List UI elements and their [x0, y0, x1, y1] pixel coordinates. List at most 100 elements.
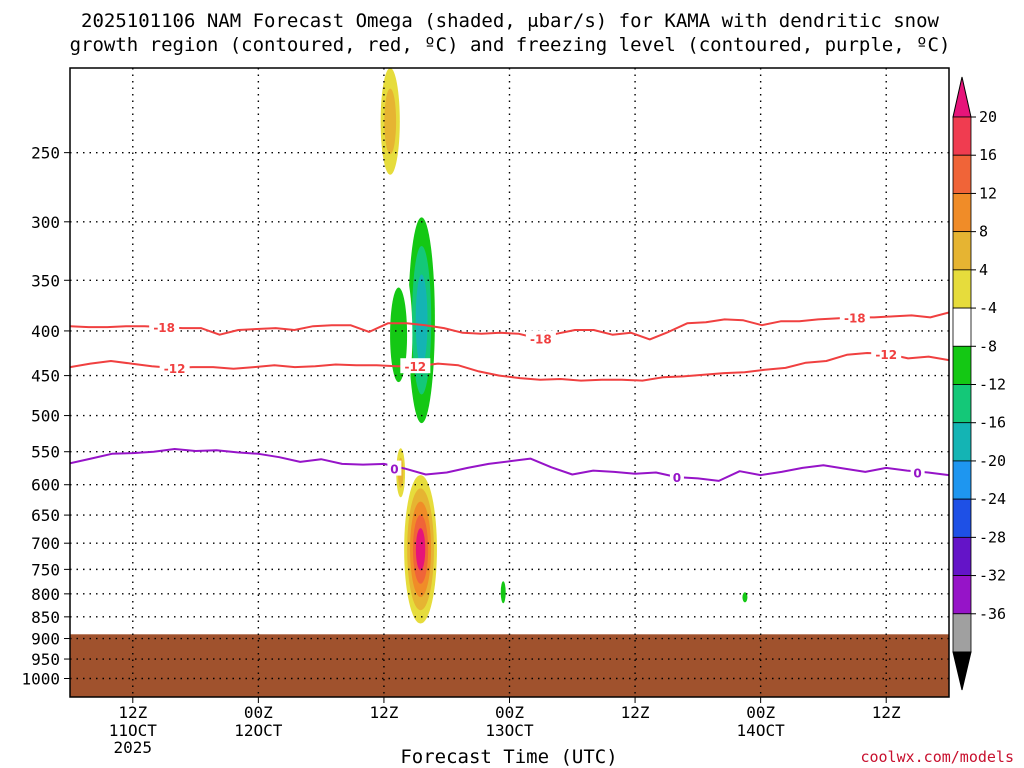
contour-label-bg--12-0	[159, 359, 190, 375]
contour-label-0-0: 0	[390, 463, 398, 477]
contour-label-bg--12-2	[871, 345, 902, 361]
contour--12	[70, 352, 949, 382]
x-axis-label: Forecast Time (UTC)	[400, 746, 617, 768]
y-tick-label-850: 850	[31, 608, 60, 627]
x-tick-date-18: 12OCT	[234, 721, 283, 740]
omega-feature-0-level-8	[384, 88, 397, 155]
title-line-2: growth region (contoured, red, ºC) and f…	[70, 34, 951, 56]
y-tick-label-600: 600	[31, 476, 60, 495]
omega-shading-layer	[281, 68, 749, 624]
colorbar-swatch--4	[952, 307, 972, 347]
y-tick-label-700: 700	[31, 534, 60, 553]
contour-label-0-2: 0	[913, 467, 921, 481]
colorbar-swatch-8	[952, 231, 972, 271]
colorbar-label-4: 4	[979, 261, 988, 279]
y-axis: 250 300 350 400 450 500 550 600 650 700 750 800 850 9…	[21, 144, 70, 688]
y-tick-label-950: 950	[31, 650, 60, 669]
grid-layer	[70, 68, 949, 697]
plot-area: -18 -18 -18 -12 -12 -12 0 0 0	[69, 67, 950, 698]
y-tick-label-1000: 1000	[21, 669, 60, 688]
contour-label--12-0: -12	[164, 362, 186, 376]
credit-text: coolwx.com/models	[860, 748, 1014, 766]
colorbar-swatch--12	[952, 384, 972, 424]
colorbar-label--4: -4	[979, 299, 997, 317]
colorbar-swatch--24	[952, 498, 972, 538]
contour-label--18-1: -18	[530, 332, 552, 346]
y-tick-label-750: 750	[31, 560, 60, 579]
x-tick-date-6: 11OCT	[109, 721, 158, 740]
colorbar-label-16: 16	[979, 146, 997, 164]
contour-label--18-2: -18	[844, 311, 866, 325]
omega-feature-7-level--4	[557, 545, 571, 620]
colorbar-label--32: -32	[979, 567, 1006, 585]
contour-0	[70, 448, 949, 482]
contour--18	[70, 311, 949, 341]
x-tick-label-78: 12Z	[872, 703, 901, 722]
contour-label-bg-0-0	[387, 460, 402, 476]
colorbar-swatch-20	[952, 116, 972, 156]
terrain-layer	[70, 634, 949, 697]
colorbar-label-8: 8	[979, 223, 988, 241]
contour-label-bg--18-2	[839, 309, 870, 325]
omega-feature-4-level-20	[415, 528, 426, 571]
omega-feature-1-level--16	[415, 274, 428, 366]
contour-label--18-0: -18	[153, 321, 175, 335]
colorbar-swatch--36	[952, 613, 972, 653]
colorbar-label--8: -8	[979, 337, 997, 355]
colorbar-label--12: -12	[979, 376, 1006, 394]
y-tick-label-650: 650	[31, 506, 60, 525]
y-tick-label-350: 350	[31, 271, 60, 290]
colorbar-swatch--20	[952, 460, 972, 500]
omega-feature-5-level--4	[281, 330, 293, 393]
colorbar-swatch-16	[952, 154, 972, 194]
x-tick-date-42: 13OCT	[485, 721, 534, 740]
contour-label-bg--18-0	[149, 319, 180, 335]
colorbar-swatch-12	[952, 193, 972, 233]
x-tick-label-6: 12Z	[118, 703, 147, 722]
colorbar-swatch-4	[952, 269, 972, 309]
contour-label-bg--12-1	[400, 358, 431, 374]
omega-feature-10-level--8	[742, 592, 748, 603]
x-tick-label-30: 12Z	[369, 703, 398, 722]
omega-feature-6-level--8	[500, 581, 506, 604]
colorbar-swatch--32	[952, 575, 972, 615]
colorbar-swatch--28	[952, 536, 972, 576]
x-tick-year-6: 2025	[114, 738, 153, 757]
colorbar: 20 16 12 8 4 -4 -8 -12 -16 -20 -24 -28 -32 -36	[952, 76, 1006, 691]
x-tick-date-66: 14OCT	[737, 721, 786, 740]
y-tick-label-300: 300	[31, 213, 60, 232]
x-tick-label-42: 00Z	[495, 703, 524, 722]
y-tick-label-400: 400	[31, 322, 60, 341]
y-tick-label-550: 550	[31, 443, 60, 462]
contour-label-bg-0-1	[669, 469, 684, 485]
x-tick-label-54: 12Z	[621, 703, 650, 722]
omega-feature-8-level--4	[578, 221, 587, 258]
x-tick-label-18: 00Z	[244, 703, 273, 722]
contour-label-bg--18-1	[525, 330, 556, 346]
colorbar-label--24: -24	[979, 490, 1006, 508]
contour-label--12-1: -12	[404, 360, 426, 374]
colorbar-label-20: 20	[979, 108, 997, 126]
x-tick-label-66: 00Z	[746, 703, 775, 722]
colorbar-label-12: 12	[979, 184, 997, 202]
terrain-fill	[70, 634, 949, 697]
contour-layer: -18 -18 -18 -12 -12 -12 0 0 0	[70, 309, 949, 485]
colorbar-swatch--16	[952, 422, 972, 462]
colorbar-label--36: -36	[979, 605, 1006, 623]
colorbar-label--20: -20	[979, 452, 1006, 470]
y-tick-label-450: 450	[31, 367, 60, 386]
omega-feature-9-level--4	[695, 540, 704, 565]
y-tick-label-800: 800	[31, 585, 60, 604]
colorbar-label--28: -28	[979, 528, 1006, 546]
y-tick-label-500: 500	[31, 407, 60, 426]
contour-label-0-1: 0	[673, 471, 681, 485]
colorbar-top-arrow	[952, 76, 972, 118]
y-tick-label-250: 250	[31, 144, 60, 163]
colorbar-label--16: -16	[979, 414, 1006, 432]
y-tick-label-900: 900	[31, 630, 60, 649]
contour-label-bg-0-2	[910, 464, 925, 480]
plot-frame	[69, 67, 950, 698]
contour-label--12-2: -12	[875, 348, 897, 362]
